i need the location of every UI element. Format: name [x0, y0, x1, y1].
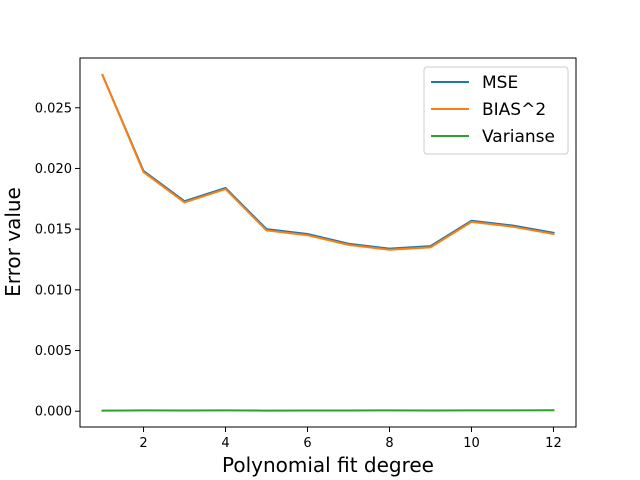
legend-label: Varianse	[482, 127, 555, 147]
x-tick-label: 10	[463, 436, 480, 451]
legend-label: MSE	[482, 73, 518, 93]
x-tick-label: 12	[545, 436, 562, 451]
x-tick-label: 6	[303, 436, 311, 451]
series-line-2	[101, 73, 555, 251]
y-axis-title: Error value	[1, 187, 25, 297]
x-tick-label: 2	[139, 436, 147, 451]
y-tick-label: 0.020	[35, 162, 72, 177]
legend: MSE BIAS^2 Varianse	[423, 66, 569, 155]
y-tick-label: 0.015	[35, 223, 72, 238]
legend-box	[423, 66, 569, 155]
x-axis-ticks: 2 4 6 8 10 12	[139, 427, 562, 451]
legend-label: BIAS^2	[482, 100, 546, 120]
y-tick-label: 0.005	[35, 344, 72, 359]
y-tick-label: 0.000	[35, 405, 72, 420]
series-lines	[101, 73, 555, 412]
plot-frame	[79, 57, 577, 428]
y-tick-label: 0.010	[35, 283, 72, 298]
y-axis-ticks: 0.000 0.005 0.010 0.015 0.020 0.025	[35, 101, 80, 420]
x-tick-label: 8	[385, 436, 393, 451]
y-tick-label: 0.025	[35, 101, 72, 116]
x-axis-title: Polynomial fit degree	[222, 453, 434, 477]
x-tick-label: 4	[221, 436, 229, 451]
